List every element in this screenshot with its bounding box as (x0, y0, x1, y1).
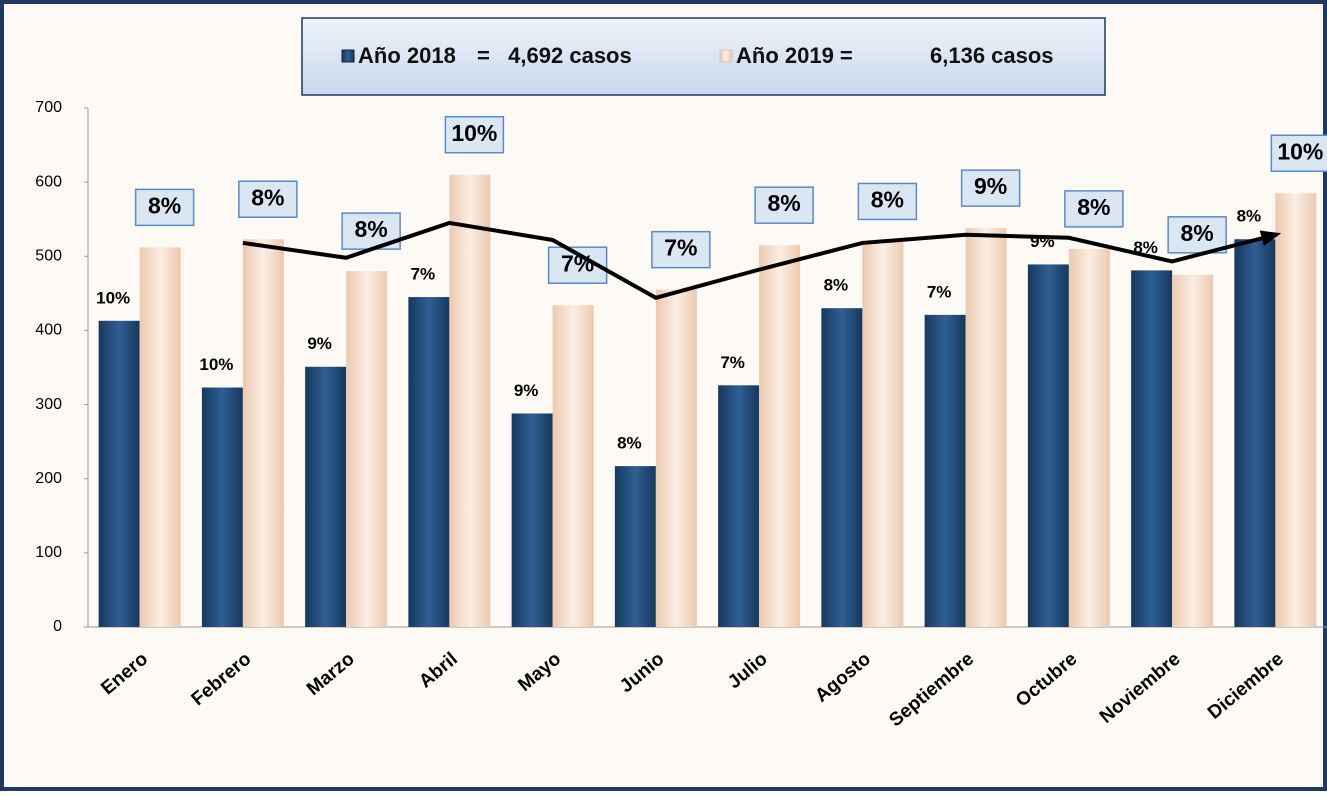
data-label: 9% (974, 173, 1007, 199)
data-label: 7% (720, 353, 745, 372)
bar (242, 239, 284, 628)
data-label-box (754, 186, 814, 224)
data-label: 7% (927, 282, 952, 301)
bar (965, 228, 1007, 627)
bar (139, 247, 181, 628)
bar (614, 466, 656, 627)
bar (1172, 274, 1214, 627)
y-tick-label: 200 (35, 470, 62, 487)
data-label: 10% (96, 288, 130, 307)
bar (98, 320, 140, 627)
bar (1027, 264, 1069, 627)
data-label: 8% (1181, 220, 1214, 246)
bar (655, 289, 697, 627)
y-tick-label: 100 (35, 544, 62, 561)
legend-label: Año 2018 (358, 43, 456, 68)
bar (449, 174, 491, 627)
bar (862, 241, 904, 627)
legend-box (301, 17, 1106, 96)
data-label: 7% (411, 265, 436, 284)
data-label-box (960, 169, 1021, 207)
bar (821, 308, 863, 627)
data-label-box (134, 188, 195, 227)
data-label: 8% (355, 216, 388, 242)
data-label-box (1167, 216, 1227, 254)
legend-swatch (341, 49, 355, 63)
legend-total: 6,136 casos (930, 43, 1054, 68)
legend-total: = 4,692 casos (477, 43, 632, 68)
y-tick-label: 0 (53, 618, 62, 635)
y-tick-label: 700 (35, 99, 62, 116)
bar (346, 271, 388, 627)
arrow-head (1259, 230, 1282, 247)
data-label: 7% (664, 235, 697, 261)
data-label: 8% (871, 187, 904, 213)
bar (924, 314, 966, 627)
data-label: 10% (199, 355, 233, 374)
data-label: 9% (307, 334, 332, 353)
legend-swatch (719, 49, 733, 63)
data-label-box (857, 182, 918, 221)
bar (305, 366, 347, 627)
data-label-box (444, 115, 505, 154)
bar (511, 413, 553, 627)
bar (1131, 270, 1173, 627)
bar (201, 387, 243, 627)
bar (552, 305, 594, 627)
data-label: 9% (514, 381, 539, 400)
legend-label: Año 2019 = (736, 43, 853, 68)
y-tick-label: 500 (35, 248, 62, 265)
legend: Año 2018 = 4,692 casos Año 2019 = 6,136 cas… (341, 43, 1054, 68)
data-label: 8% (617, 434, 642, 453)
bar (408, 297, 450, 627)
data-label-box (651, 230, 711, 269)
bar (759, 245, 801, 627)
y-tick-label: 600 (35, 173, 62, 190)
data-label-box (238, 180, 298, 218)
trend-line (242, 220, 1276, 300)
data-label: 8% (824, 276, 849, 295)
bar (718, 385, 760, 627)
data-label-box (1064, 190, 1124, 228)
data-label: 10% (451, 120, 497, 146)
data-label: 8% (251, 184, 284, 210)
bar (1275, 193, 1317, 627)
y-tick-label: 400 (35, 322, 62, 339)
bar (1068, 248, 1110, 627)
data-label: 8% (148, 192, 181, 218)
bar (1234, 239, 1276, 628)
y-tick-label: 300 (35, 396, 62, 413)
data-label: 8% (1077, 194, 1110, 220)
data-label-box (1270, 134, 1327, 173)
data-label: 8% (768, 190, 801, 216)
data-label: 8% (1237, 207, 1262, 226)
data-label: 10% (1277, 138, 1323, 164)
